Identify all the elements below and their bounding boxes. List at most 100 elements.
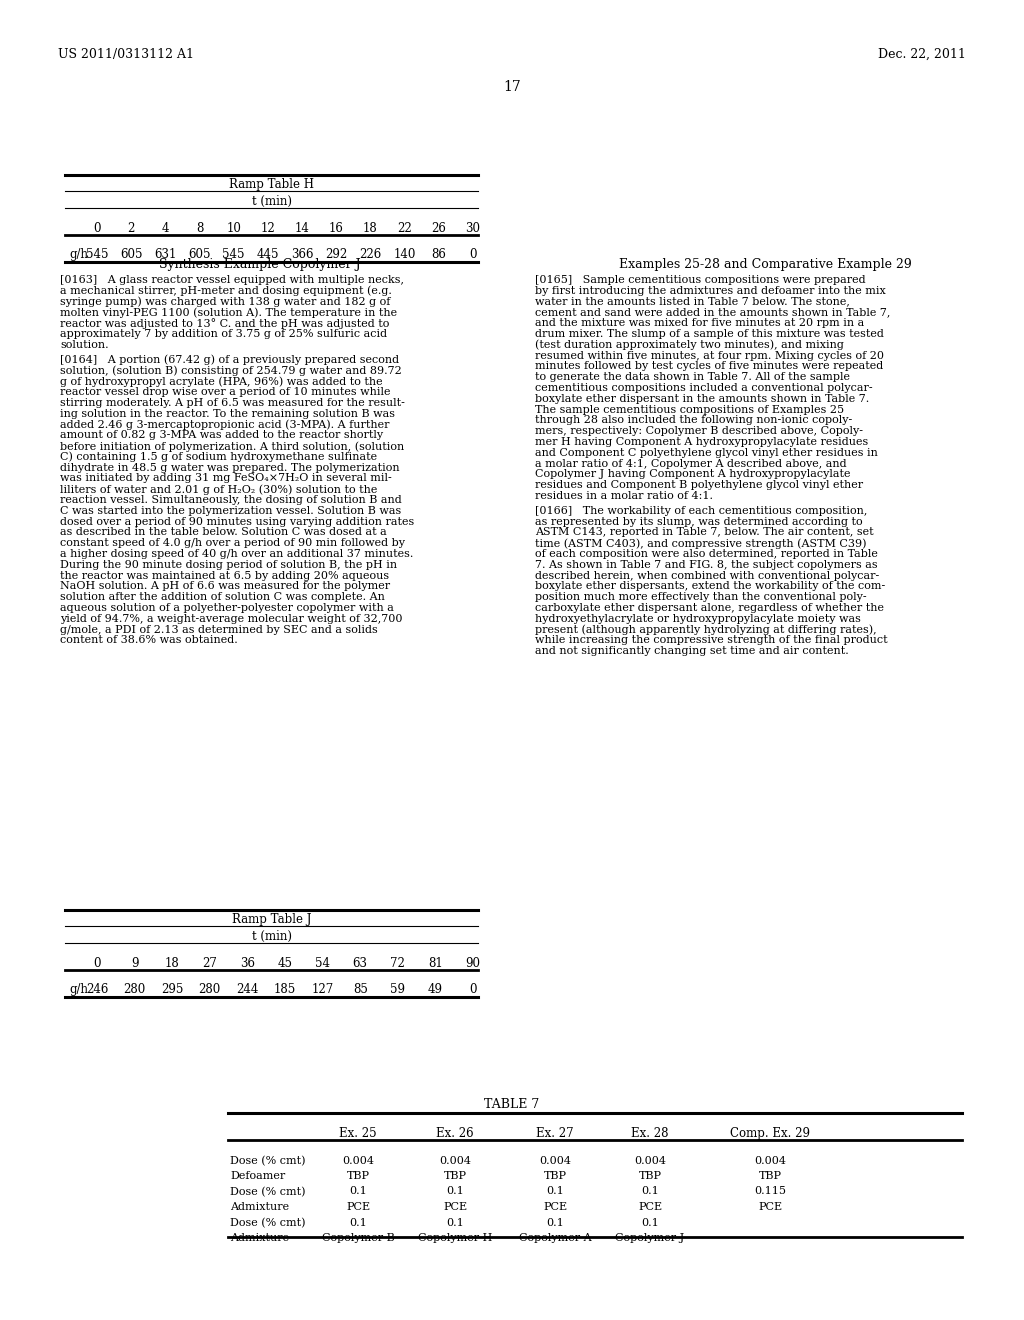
Text: 0.1: 0.1 xyxy=(546,1187,564,1196)
Text: through 28 also included the following non-ionic copoly-: through 28 also included the following n… xyxy=(535,416,852,425)
Text: aqueous solution of a polyether-polyester copolymer with a: aqueous solution of a polyether-polyeste… xyxy=(60,603,394,612)
Text: C was started into the polymerization vessel. Solution B was: C was started into the polymerization ve… xyxy=(60,506,401,516)
Text: while increasing the compressive strength of the final product: while increasing the compressive strengt… xyxy=(535,635,888,645)
Text: cementitious compositions included a conventional polycar-: cementitious compositions included a con… xyxy=(535,383,872,393)
Text: PCE: PCE xyxy=(543,1203,567,1212)
Text: 0.1: 0.1 xyxy=(349,1217,367,1228)
Text: 16: 16 xyxy=(329,222,344,235)
Text: as described in the table below. Solution C was dosed at a: as described in the table below. Solutio… xyxy=(60,528,387,537)
Text: minutes followed by test cycles of five minutes were repeated: minutes followed by test cycles of five … xyxy=(535,362,884,371)
Text: Admixture: Admixture xyxy=(230,1233,289,1243)
Text: Ex. 27: Ex. 27 xyxy=(537,1127,573,1140)
Text: 0.004: 0.004 xyxy=(539,1155,571,1166)
Text: ing solution in the reactor. To the remaining solution B was: ing solution in the reactor. To the rema… xyxy=(60,409,395,418)
Text: 292: 292 xyxy=(326,248,347,261)
Text: carboxylate ether dispersant alone, regardless of whether the: carboxylate ether dispersant alone, rega… xyxy=(535,603,884,612)
Text: Dose (% cmt): Dose (% cmt) xyxy=(230,1187,305,1197)
Text: 0: 0 xyxy=(93,957,100,970)
Text: PCE: PCE xyxy=(758,1203,782,1212)
Text: 185: 185 xyxy=(273,983,296,997)
Text: 22: 22 xyxy=(397,222,412,235)
Text: Ex. 26: Ex. 26 xyxy=(436,1127,474,1140)
Text: Copolymer B: Copolymer B xyxy=(322,1233,394,1243)
Text: was initiated by adding 31 mg FeSO₄×7H₂O in several mil-: was initiated by adding 31 mg FeSO₄×7H₂O… xyxy=(60,474,392,483)
Text: as represented by its slump, was determined according to: as represented by its slump, was determi… xyxy=(535,516,862,527)
Text: content of 38.6% was obtained.: content of 38.6% was obtained. xyxy=(60,635,238,645)
Text: 7. As shown in Table 7 and FIG. 8, the subject copolymers as: 7. As shown in Table 7 and FIG. 8, the s… xyxy=(535,560,878,570)
Text: 2: 2 xyxy=(128,222,135,235)
Text: 605: 605 xyxy=(120,248,142,261)
Text: solution.: solution. xyxy=(60,339,109,350)
Text: NaOH solution. A pH of 6.6 was measured for the polymer: NaOH solution. A pH of 6.6 was measured … xyxy=(60,581,390,591)
Text: 127: 127 xyxy=(311,983,334,997)
Text: mers, respectively: Copolymer B described above, Copoly-: mers, respectively: Copolymer B describe… xyxy=(535,426,863,436)
Text: water in the amounts listed in Table 7 below. The stone,: water in the amounts listed in Table 7 b… xyxy=(535,297,850,306)
Text: to generate the data shown in Table 7. All of the sample: to generate the data shown in Table 7. A… xyxy=(535,372,850,383)
Text: hydroxyethylacrylate or hydroxypropylacylate moiety was: hydroxyethylacrylate or hydroxypropylacy… xyxy=(535,614,861,624)
Text: Ramp Table J: Ramp Table J xyxy=(231,913,311,927)
Text: Copolymer H: Copolymer H xyxy=(418,1233,493,1243)
Text: Copolymer J having Component A hydroxypropylacylate: Copolymer J having Component A hydroxypr… xyxy=(535,470,851,479)
Text: [0165]   Sample cementitious compositions were prepared: [0165] Sample cementitious compositions … xyxy=(535,275,865,285)
Text: US 2011/0313112 A1: US 2011/0313112 A1 xyxy=(58,48,194,61)
Text: Ex. 28: Ex. 28 xyxy=(631,1127,669,1140)
Text: TABLE 7: TABLE 7 xyxy=(484,1098,540,1111)
Text: residues in a molar ratio of 4:1.: residues in a molar ratio of 4:1. xyxy=(535,491,713,502)
Text: g/mole, a PDI of 2.13 as determined by SEC and a solids: g/mole, a PDI of 2.13 as determined by S… xyxy=(60,624,378,635)
Text: 0: 0 xyxy=(469,248,477,261)
Text: 4: 4 xyxy=(162,222,169,235)
Text: Admixture: Admixture xyxy=(230,1203,289,1212)
Text: dosed over a period of 90 minutes using varying addition rates: dosed over a period of 90 minutes using … xyxy=(60,516,415,527)
Text: TBP: TBP xyxy=(443,1171,467,1181)
Text: TBP: TBP xyxy=(346,1171,370,1181)
Text: [0164]   A portion (67.42 g) of a previously prepared second: [0164] A portion (67.42 g) of a previous… xyxy=(60,355,399,366)
Text: 59: 59 xyxy=(390,983,406,997)
Text: Defoamer: Defoamer xyxy=(230,1171,286,1181)
Text: 8: 8 xyxy=(196,222,203,235)
Text: 0.004: 0.004 xyxy=(634,1155,666,1166)
Text: of each composition were also determined, reported in Table: of each composition were also determined… xyxy=(535,549,878,558)
Text: liliters of water and 2.01 g of H₂O₂ (30%) solution to the: liliters of water and 2.01 g of H₂O₂ (30… xyxy=(60,484,378,495)
Text: The sample cementitious compositions of Examples 25: The sample cementitious compositions of … xyxy=(535,405,844,414)
Text: 226: 226 xyxy=(359,248,382,261)
Text: ASTM C143, reported in Table 7, below. The air content, set: ASTM C143, reported in Table 7, below. T… xyxy=(535,528,873,537)
Text: 140: 140 xyxy=(393,248,416,261)
Text: 545: 545 xyxy=(86,248,109,261)
Text: 36: 36 xyxy=(240,957,255,970)
Text: time (ASTM C403), and compressive strength (ASTM C39): time (ASTM C403), and compressive streng… xyxy=(535,539,866,549)
Text: [0163]   A glass reactor vessel equipped with multiple necks,: [0163] A glass reactor vessel equipped w… xyxy=(60,275,404,285)
Text: 86: 86 xyxy=(431,248,446,261)
Text: 18: 18 xyxy=(165,957,179,970)
Text: the reactor was maintained at 6.5 by adding 20% aqueous: the reactor was maintained at 6.5 by add… xyxy=(60,570,389,581)
Text: TBP: TBP xyxy=(639,1171,662,1181)
Text: 0.115: 0.115 xyxy=(754,1187,786,1196)
Text: 280: 280 xyxy=(124,983,145,997)
Text: yield of 94.7%, a weight-average molecular weight of 32,700: yield of 94.7%, a weight-average molecul… xyxy=(60,614,402,624)
Text: 85: 85 xyxy=(352,983,368,997)
Text: (test duration approximately two minutes), and mixing: (test duration approximately two minutes… xyxy=(535,339,844,350)
Text: Dose (% cmt): Dose (% cmt) xyxy=(230,1217,305,1228)
Text: 0: 0 xyxy=(93,222,100,235)
Text: cement and sand were added in the amounts shown in Table 7,: cement and sand were added in the amount… xyxy=(535,308,891,317)
Text: 366: 366 xyxy=(291,248,313,261)
Text: TBP: TBP xyxy=(544,1171,566,1181)
Text: Copolymer A: Copolymer A xyxy=(519,1233,591,1243)
Text: Dec. 22, 2011: Dec. 22, 2011 xyxy=(879,48,966,61)
Text: reaction vessel. Simultaneously, the dosing of solution B and: reaction vessel. Simultaneously, the dos… xyxy=(60,495,401,506)
Text: 0.1: 0.1 xyxy=(349,1187,367,1196)
Text: 45: 45 xyxy=(278,957,293,970)
Text: PCE: PCE xyxy=(638,1203,663,1212)
Text: Dose (% cmt): Dose (% cmt) xyxy=(230,1155,305,1166)
Text: 90: 90 xyxy=(466,957,480,970)
Text: 63: 63 xyxy=(352,957,368,970)
Text: 26: 26 xyxy=(431,222,446,235)
Text: and Component C polyethylene glycol vinyl ether residues in: and Component C polyethylene glycol viny… xyxy=(535,447,878,458)
Text: by first introducing the admixtures and defoamer into the mix: by first introducing the admixtures and … xyxy=(535,286,886,296)
Text: 0.004: 0.004 xyxy=(754,1155,786,1166)
Text: 72: 72 xyxy=(390,957,406,970)
Text: boxylate ether dispersant in the amounts shown in Table 7.: boxylate ether dispersant in the amounts… xyxy=(535,393,869,404)
Text: 54: 54 xyxy=(315,957,330,970)
Text: 0.004: 0.004 xyxy=(342,1155,374,1166)
Text: amount of 0.82 g 3-MPA was added to the reactor shortly: amount of 0.82 g 3-MPA was added to the … xyxy=(60,430,383,440)
Text: resumed within five minutes, at four rpm. Mixing cycles of 20: resumed within five minutes, at four rpm… xyxy=(535,351,884,360)
